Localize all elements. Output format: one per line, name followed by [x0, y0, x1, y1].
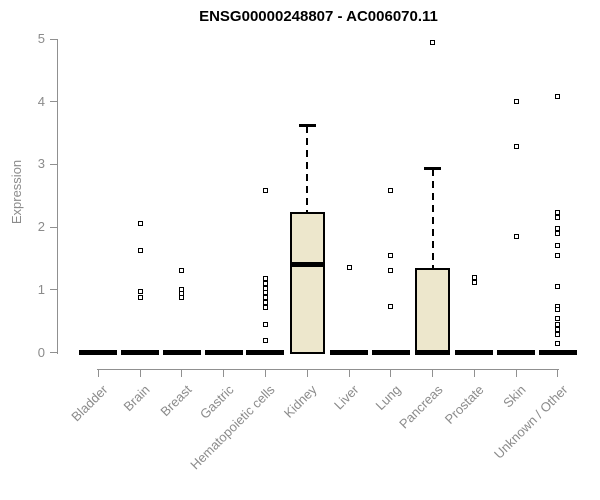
outlier-point	[555, 307, 561, 313]
x-tick	[557, 369, 559, 377]
median-line	[289, 261, 325, 268]
outlier-point	[262, 304, 268, 310]
outlier-point	[388, 303, 394, 309]
collapsed-box-bar	[121, 349, 160, 356]
outlier-point	[555, 321, 561, 327]
whisker-cap	[298, 124, 316, 128]
y-tick-label: 0	[37, 344, 45, 360]
collapsed-box-bar	[162, 349, 201, 356]
outlier-point	[388, 268, 394, 274]
x-tick	[306, 369, 308, 377]
y-tick-label: 3	[37, 156, 45, 172]
y-tick-label: 5	[37, 31, 45, 46]
y-tick-label: 1	[37, 281, 45, 297]
collapsed-box-bar	[455, 349, 494, 356]
y-axis-line	[57, 39, 58, 354]
y-tick	[50, 289, 57, 291]
x-tick	[181, 369, 183, 377]
x-tick	[390, 369, 392, 377]
outlier-point	[346, 264, 352, 270]
outlier-point	[262, 276, 268, 281]
y-tick	[50, 226, 57, 228]
outlier-point	[555, 332, 561, 338]
outlier-point	[388, 188, 394, 194]
boxplot-box	[415, 267, 451, 355]
outlier-point	[262, 290, 268, 296]
y-tick-label: 4	[37, 93, 45, 109]
outlier-point	[179, 295, 185, 301]
outlier-point	[555, 226, 561, 232]
outlier-point	[471, 275, 477, 281]
outlier-point	[179, 267, 185, 273]
x-tick	[139, 369, 141, 377]
chart-title: ENSG00000248807 - AC006070.11	[199, 8, 438, 25]
x-tick	[223, 369, 225, 377]
x-axis-line	[97, 369, 559, 370]
outlier-point	[555, 283, 561, 289]
outlier-point	[262, 281, 268, 287]
outlier-point	[430, 40, 436, 46]
y-tick	[50, 352, 57, 353]
median-line	[415, 349, 451, 356]
y-tick	[50, 38, 57, 40]
collapsed-box-bar	[497, 349, 536, 356]
outlier-point	[555, 93, 561, 99]
outlier-point	[555, 243, 561, 249]
y-tick	[50, 163, 57, 165]
outlier-point	[137, 221, 143, 227]
outlier-point	[513, 144, 519, 150]
outlier-point	[137, 289, 143, 295]
whisker-line	[306, 125, 309, 213]
outlier-point	[262, 295, 268, 301]
y-tick-label: 2	[37, 219, 45, 235]
collapsed-box-bar	[246, 349, 285, 356]
outlier-point	[555, 253, 561, 259]
outlier-point	[137, 294, 143, 300]
outlier-point	[555, 209, 561, 215]
outlier-point	[262, 338, 268, 344]
collapsed-box-bar	[204, 349, 243, 356]
outlier-point	[262, 321, 268, 327]
outlier-point	[513, 234, 519, 239]
whisker-line	[431, 168, 434, 268]
outlier-point	[555, 215, 561, 221]
y-tick	[50, 101, 57, 103]
collapsed-box-bar	[371, 349, 410, 356]
outlier-point	[262, 187, 268, 193]
collapsed-box-bar	[538, 349, 577, 356]
outlier-point	[555, 231, 561, 237]
outlier-point	[513, 99, 519, 105]
boxplot-box	[289, 212, 325, 355]
collapsed-box-bar	[79, 349, 118, 356]
outlier-point	[555, 326, 561, 332]
x-tick	[97, 369, 99, 377]
collapsed-box-bar	[330, 349, 369, 356]
outlier-point	[137, 248, 143, 254]
x-tick	[515, 369, 517, 377]
x-tick	[264, 369, 266, 377]
x-tick	[432, 369, 434, 377]
x-tick	[473, 369, 475, 377]
outlier-point	[555, 315, 561, 321]
outlier-point	[555, 340, 561, 346]
outlier-point	[388, 253, 394, 259]
outlier-point	[471, 280, 477, 286]
x-tick	[348, 369, 350, 377]
whisker-cap	[424, 167, 442, 171]
